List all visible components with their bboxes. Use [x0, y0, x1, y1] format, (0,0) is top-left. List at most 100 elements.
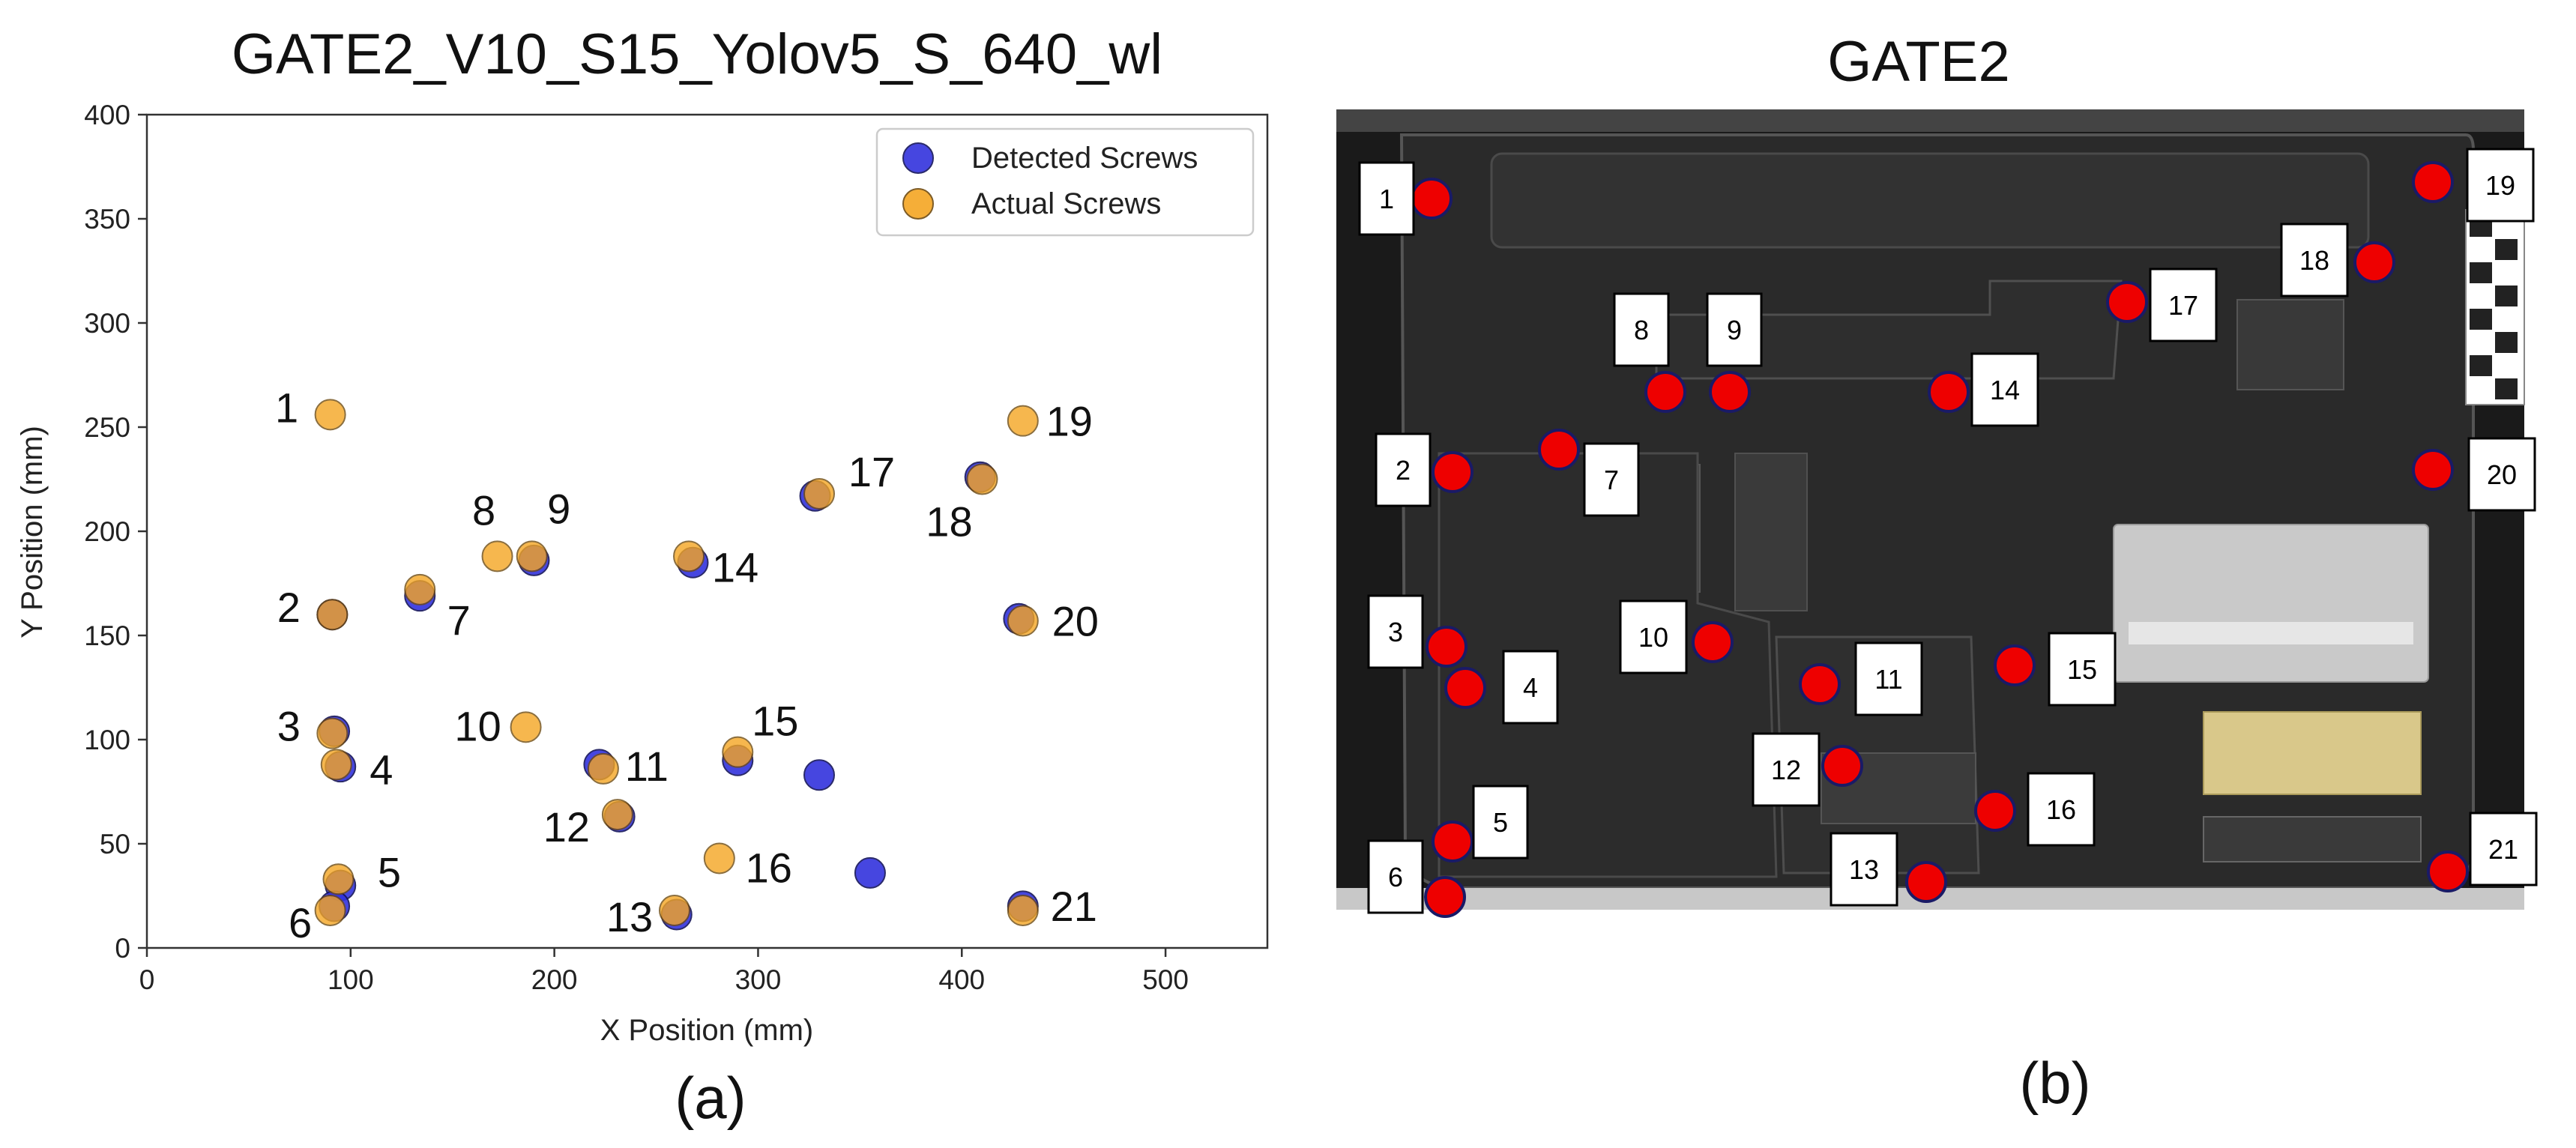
screw-number-label: 17 — [848, 448, 895, 495]
x-axis-ticks: 0 100 200 300 400 500 — [139, 948, 1189, 995]
photo-marker-label: 4 — [1523, 672, 1538, 703]
screw-number-label: 11 — [625, 743, 669, 790]
photo-marker-label-box — [1619, 599, 1688, 674]
photo-screw-dot — [2106, 281, 2148, 323]
screw-number-label: 3 — [277, 703, 301, 750]
screw-number-label: 10 — [454, 702, 501, 749]
checker-square — [2495, 239, 2518, 260]
legend-frame — [875, 127, 1255, 237]
photo-screw-dot — [1974, 790, 2016, 832]
screw-number-label: 8 — [472, 486, 495, 534]
screw-number-label: 9 — [547, 485, 570, 532]
actual-screw-point — [516, 540, 548, 573]
legend-detected-label: Detected Screws — [971, 142, 1198, 175]
actual-screw-point — [587, 752, 619, 785]
actual-screw-point — [803, 477, 835, 510]
actual-screw-point — [510, 711, 542, 743]
photo-marker-label: 10 — [1638, 622, 1668, 653]
photo-screw-dot — [2412, 161, 2454, 203]
screw-number-label: 4 — [369, 746, 393, 793]
photo-screw-dot — [1444, 667, 1486, 709]
legend-actual-label: Actual Screws — [971, 187, 1161, 220]
checker-square — [2470, 309, 2492, 330]
x-axis-label: X Position (mm) — [600, 1014, 814, 1047]
photo-marker-label-box — [1375, 432, 1432, 507]
panel-a-tag: (a) — [675, 1065, 746, 1131]
photo-marker-label-box — [1358, 161, 1415, 236]
y-tick-label: 300 — [84, 308, 130, 339]
screw-number-label: 21 — [1051, 883, 1097, 930]
photo-screw-dot — [1905, 861, 1947, 903]
photo-screw-dot — [1709, 371, 1751, 413]
actual-screw-point — [703, 842, 735, 874]
product-label-band — [2129, 622, 2413, 644]
photo-marker-label-box — [2149, 268, 2218, 342]
photo-marker-label: 3 — [1388, 617, 1403, 647]
photo-marker-label-box — [1583, 442, 1640, 517]
photo-marker-label-box — [2469, 812, 2538, 886]
legend: Detected Screws Actual Screws — [875, 127, 1255, 237]
actual-screw-point — [314, 399, 346, 431]
photo-marker-label-box — [2280, 223, 2349, 297]
photo-screw-dot — [1799, 663, 1841, 705]
actual-screws-series — [314, 399, 1039, 926]
coa-sticker — [2203, 711, 2422, 795]
actual-screw-point — [316, 717, 349, 749]
photo-marker-label: 14 — [1990, 375, 2020, 405]
photo-marker-label: 12 — [1771, 755, 1801, 785]
actual-screw-point — [322, 863, 355, 895]
y-tick-label: 150 — [84, 620, 130, 651]
screw-number-label: 12 — [543, 803, 590, 851]
photo-marker-label: 17 — [2168, 290, 2198, 321]
y-axis-label: Y Position (mm) — [16, 426, 49, 638]
photo-marker-label-box — [1752, 732, 1821, 807]
actual-screw-point — [404, 573, 436, 605]
photo-marker-label: 1 — [1379, 184, 1394, 214]
screw-number-label: 7 — [447, 596, 471, 644]
legend-actual-marker — [902, 188, 934, 220]
x-tick-label: 100 — [328, 964, 374, 995]
screw-number-label: 5 — [378, 848, 401, 895]
chart-title: GATE2_V10_S15_Yolov5_S_640_wl — [232, 22, 1162, 86]
photo-screw-dot — [1644, 371, 1686, 413]
legend-detected-marker — [902, 142, 934, 174]
photo-screw-dot — [1432, 821, 1473, 862]
photo-marker-label-box — [1367, 594, 1424, 669]
actual-screw-point — [722, 736, 754, 768]
photo-marker-label: 8 — [1634, 315, 1649, 345]
photo-screw-dot — [1994, 644, 2036, 686]
y-tick-label: 200 — [84, 516, 130, 547]
photo-marker-label-box — [1854, 641, 1923, 716]
photo-title: GATE2 — [1827, 30, 2010, 94]
photo-screw-dot — [2353, 241, 2395, 283]
warning-strip — [2203, 816, 2422, 862]
photo-top-edge — [1336, 109, 2524, 132]
screw-number-label: 13 — [606, 893, 653, 940]
photo-marker-label: 11 — [1874, 664, 1902, 695]
y-tick-label: 400 — [84, 100, 130, 130]
screw-number-label: 16 — [746, 844, 792, 891]
checker-square — [2470, 355, 2492, 376]
actual-screw-point — [1007, 405, 1039, 437]
photo-marker-label: 9 — [1727, 315, 1742, 345]
y-tick-label: 350 — [84, 204, 130, 235]
actual-screw-point — [1007, 894, 1039, 926]
photo-marker-label: 18 — [2299, 245, 2329, 276]
right-vent-grille — [2236, 299, 2344, 390]
actual-screw-point — [314, 894, 346, 926]
panel-a-chart: GATE2_V10_S15_Yolov5_S_640_wl 0 100 200 300… — [16, 22, 1269, 1131]
panel-b-tag: (b) — [2019, 1050, 2090, 1116]
photo-marker-label: 6 — [1388, 862, 1403, 892]
actual-screw-point — [481, 540, 513, 573]
photo-screw-dot — [1538, 429, 1580, 471]
photo-marker-label-box — [1706, 292, 1763, 367]
screw-number-label: 1 — [275, 384, 298, 431]
photo-marker-label-box — [2027, 772, 2096, 847]
photo-marker-label: 15 — [2067, 654, 2097, 685]
photo-marker-label-box — [1830, 832, 1898, 907]
y-tick-label: 100 — [84, 725, 130, 755]
photo-screw-dot — [1928, 371, 1970, 413]
